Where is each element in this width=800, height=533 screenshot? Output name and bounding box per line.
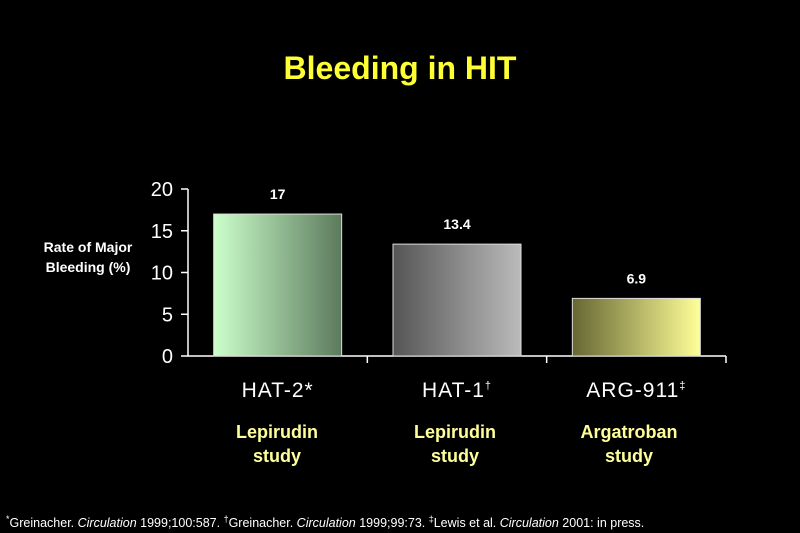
y-tick-label: 15 (151, 221, 173, 243)
footnote: *Greinacher. Circulation 1999;100:587. †… (6, 514, 796, 530)
footnote-mark-2: † (223, 514, 229, 524)
x-category-label: HAT-2* (242, 379, 314, 402)
subtitle-2: Lepirudin study (365, 420, 545, 468)
x-category-label: ARG-911‡ (586, 379, 686, 402)
y-tick-label: 10 (151, 263, 173, 285)
subtitle-2-line-1: Lepirudin (414, 422, 496, 442)
x-category-footnote-mark: † (485, 380, 492, 392)
footnote-ref-2-author: Greinacher. (228, 516, 297, 531)
subtitle-1-line-2: study (252, 446, 301, 466)
y-axis-label-line: Rate of Major (44, 239, 133, 255)
subtitle-2-line-2: study (430, 446, 479, 466)
footnote-ref-2-journal: Circulation (296, 516, 356, 531)
x-category-footnote-mark: ‡ (679, 380, 686, 392)
footnote-ref-3-journal: Circulation (499, 516, 559, 531)
bar-value-label: 6.9 (627, 270, 647, 286)
bar (213, 213, 343, 357)
footnote-ref-1-citation: 1999;100:587. (136, 516, 224, 531)
subtitle-1: Lepirudin study (187, 420, 367, 468)
footnote-mark-1: * (6, 514, 10, 524)
footnote-ref-1-journal: Circulation (77, 516, 137, 531)
x-category-label: HAT-1† (422, 379, 492, 402)
y-tick-label: 5 (162, 304, 173, 326)
footnote-ref-1-author: Greinacher. (9, 516, 78, 531)
subtitle-3: Argatroban study (539, 420, 719, 468)
bar (392, 243, 522, 357)
bar-chart: 0 5 10 15 20 Rate of Major Bleeding (%) 17 HAT-2… (44, 179, 727, 402)
subtitle-1-line-1: Lepirudin (236, 422, 318, 442)
footnote-mark-3: ‡ (428, 514, 434, 524)
footnote-ref-3-author: Lewis et al. (433, 516, 500, 531)
y-tick-label: 0 (162, 346, 173, 368)
y-axis-label-line: Bleeding (%) (46, 259, 131, 275)
bar-value-label: 17 (270, 186, 286, 202)
y-tick-label: 20 (151, 179, 173, 201)
bar (571, 297, 701, 357)
footnote-ref-2-citation: 1999;99:73. (355, 516, 429, 531)
footnote-ref-3-citation: 2001: in press. (558, 516, 645, 531)
chart-title: Bleeding in HIT (283, 50, 517, 86)
subtitle-3-line-2: study (604, 446, 653, 466)
bar-value-label: 13.4 (443, 216, 470, 232)
subtitle-3-line-1: Argatroban (580, 422, 678, 442)
